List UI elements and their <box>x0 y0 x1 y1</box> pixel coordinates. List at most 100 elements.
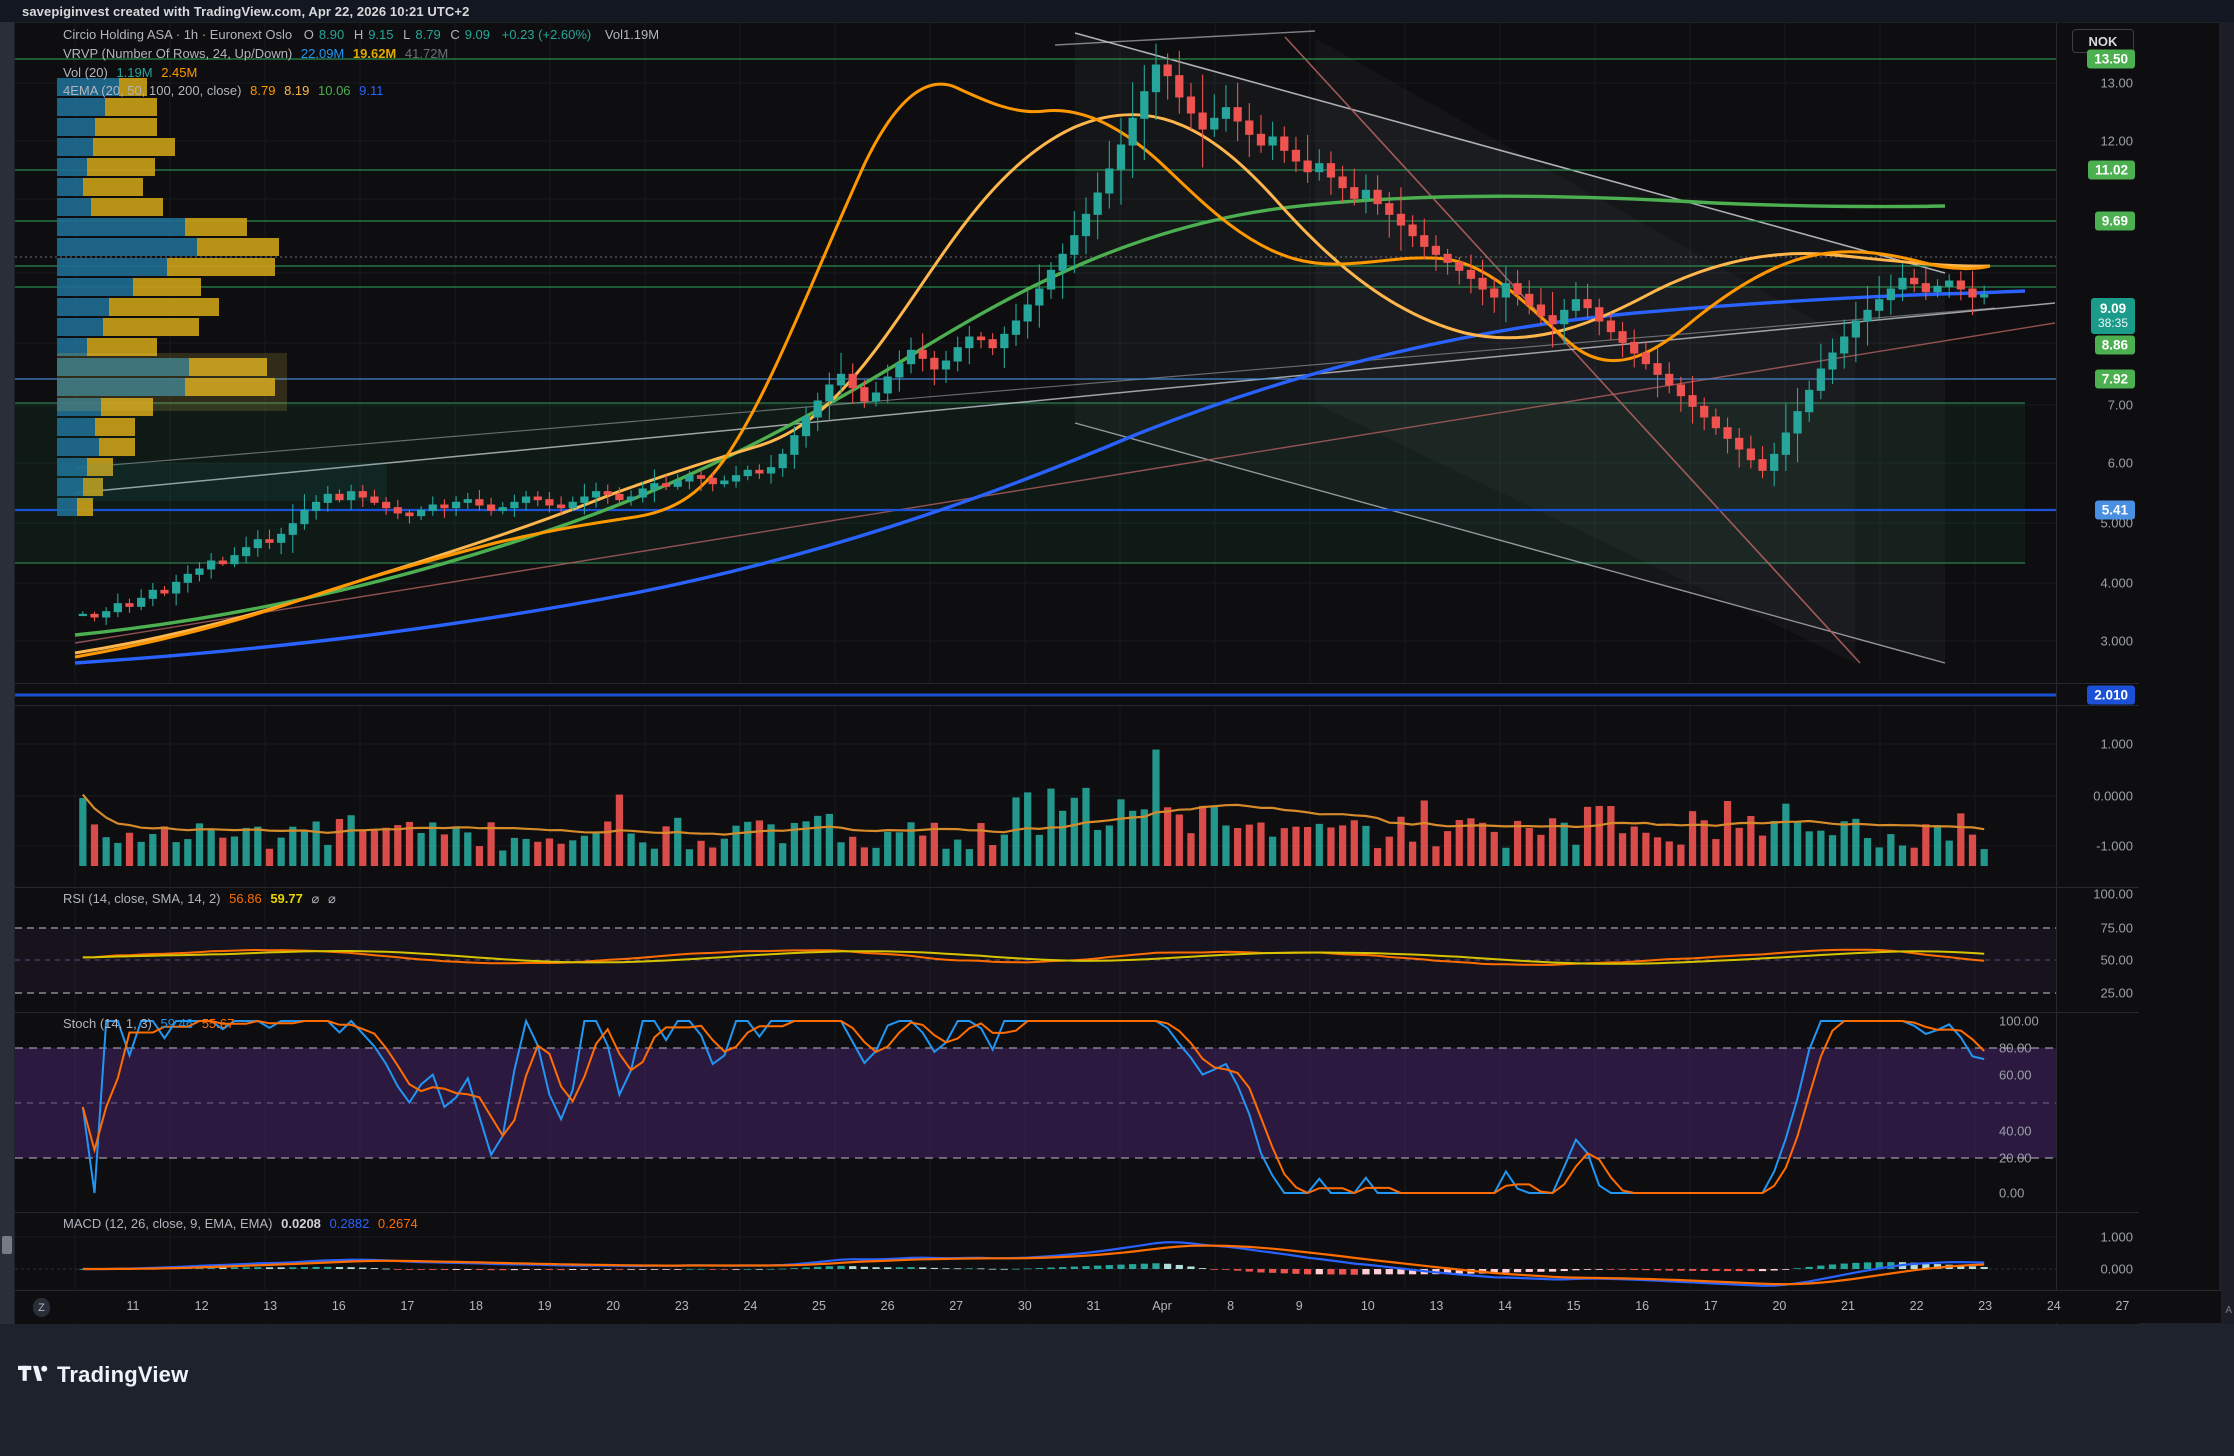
legend-macd-v2: 0.2882 <box>329 1216 370 1231</box>
price-pill-969[interactable]: 9.69 <box>2094 211 2135 231</box>
price-tick: 3.000 <box>2100 633 2133 649</box>
legend-vrvp-v2: 19.62M <box>352 46 397 61</box>
volume-pane[interactable]: 1.000 0.0000 -1.000 <box>15 705 2139 888</box>
legend-main[interactable]: Circio Holding ASA · 1h · Euronext Oslo … <box>63 27 660 42</box>
ema200-line <box>74 289 2026 665</box>
time-axis-tick: 23 <box>674 1299 689 1313</box>
rsi-tick: 25.00 <box>2100 985 2133 1001</box>
last-price-pill[interactable]: 9.09 38:35 <box>2090 298 2135 334</box>
price-pill-1350[interactable]: 13.50 <box>2087 49 2135 69</box>
volume-profile <box>57 78 387 516</box>
time-axis[interactable]: Z 11 12 13 16 17 18 19 20 23 24 25 26 27 30 31 Apr 8 9 10 1… <box>15 1290 2221 1323</box>
volume-tick: 1.000 <box>2100 736 2133 752</box>
time-axis-tick: 16 <box>331 1299 346 1313</box>
chart-container[interactable]: Circio Holding ASA · 1h · Euronext Oslo … <box>14 22 2221 1325</box>
macd-histogram <box>79 1262 1988 1275</box>
left-toolbar-rail[interactable] <box>0 22 14 1324</box>
legend-vrvp-name[interactable]: VRVP (Number Of Rows, 24, Up/Down) <box>63 46 293 61</box>
price-pill-1102[interactable]: 11.02 <box>2087 160 2135 180</box>
legend-ema-v2: 8.19 <box>284 83 310 98</box>
legend-macd[interactable]: MACD (12, 26, close, 9, EMA, EMA) 0.0208… <box>63 1216 418 1231</box>
price-pill-886[interactable]: 8.86 <box>2094 335 2135 355</box>
price-pane[interactable]: Circio Holding ASA · 1h · Euronext Oslo … <box>15 23 2139 683</box>
legend-rsi-v1: 56.86 <box>229 891 262 906</box>
volume-axis[interactable]: 1.000 0.0000 -1.000 <box>2056 706 2139 888</box>
price-pill-2010[interactable]: 2.010 <box>2087 685 2135 705</box>
last-price-value: 9.09 <box>2099 301 2127 316</box>
legend-rsi-v2: 59.77 <box>270 891 303 906</box>
time-axis-tick: 9 <box>1295 1299 1303 1313</box>
legend-vrvp[interactable]: VRVP (Number Of Rows, 24, Up/Down) 22.09… <box>63 46 448 61</box>
macd-signal-line <box>82 1244 1985 1286</box>
legend-open: 8.90 <box>318 27 345 42</box>
watermark-text: savepiginvest created with TradingView.c… <box>22 4 470 19</box>
right-toolbar-rail[interactable]: A <box>2220 22 2234 1324</box>
level-2010-svg <box>15 693 2139 697</box>
rsi-chart-svg <box>15 888 2139 1013</box>
stoch-tick: 80.00 <box>1999 1040 2032 1056</box>
legend-stoch-v2: 55.67 <box>201 1016 235 1031</box>
stoch-pane[interactable]: Stoch (14, 1, 3) 59.46 55.67 100.00 80.0… <box>15 1012 2139 1213</box>
price-axis[interactable]: NOK 13.00 12.00 10.00 7.00 6.00 5.000 4.… <box>2056 23 2139 683</box>
rsi-pane[interactable]: RSI (14, close, SMA, 14, 2) 56.86 59.77 … <box>15 887 2139 1013</box>
legend-exchange: Euronext Oslo <box>209 27 293 42</box>
legend-interval[interactable]: 1h <box>183 27 199 42</box>
legend-stoch-name[interactable]: Stoch (14, 1, 3) <box>63 1016 152 1031</box>
tradingview-mark-icon <box>18 1365 48 1381</box>
volume-bars <box>79 749 1988 866</box>
time-axis-tick: 23 <box>1978 1299 1993 1313</box>
tradingview-wordmark: TradingView <box>57 1362 189 1387</box>
legend-macd-v3: 0.2674 <box>377 1216 418 1231</box>
time-axis-tick: 17 <box>400 1299 415 1313</box>
time-axis-tick: 24 <box>743 1299 758 1313</box>
legend-high: 9.15 <box>368 27 394 42</box>
legend-macd-name[interactable]: MACD (12, 26, close, 9, EMA, EMA) <box>63 1216 273 1231</box>
legend-volume-value: 1.19M <box>622 27 660 42</box>
countdown-timer: 38:35 <box>2097 316 2128 330</box>
time-axis-tick: 26 <box>880 1299 895 1313</box>
stoch-chart-svg <box>15 1013 2139 1213</box>
rail-handle[interactable] <box>2 1236 12 1254</box>
trend-channel <box>1054 30 1946 664</box>
price-pill-792[interactable]: 7.92 <box>2094 369 2135 389</box>
legend-rsi[interactable]: RSI (14, close, SMA, 14, 2) 56.86 59.77 … <box>63 891 336 907</box>
legend-low: 8.79 <box>415 27 441 42</box>
legend-stoch-v1: 59.46 <box>160 1016 194 1031</box>
footer-bar: TradingView <box>0 1324 2234 1456</box>
stoch-tick: 60.00 <box>1999 1067 2032 1083</box>
volume-tick: -1.000 <box>2096 838 2133 854</box>
legend-ema-v4: 9.11 <box>359 83 384 98</box>
volume-chart-svg <box>15 706 2139 888</box>
stoch-axis[interactable]: 100.00 80.00 60.00 40.00 20.00 0.00 <box>1999 1013 2139 1213</box>
legend-rsi-v4: ⌀ <box>327 891 336 906</box>
legend-macd-v1: 0.0208 <box>281 1216 321 1231</box>
legend-symbol[interactable]: Circio Holding ASA <box>63 27 173 42</box>
price-levels <box>15 58 2139 512</box>
time-axis-tick: 19 <box>537 1299 552 1313</box>
legend-ema[interactable]: 4EMA (20, 50, 100, 200, close) 8.79 8.19… <box>63 83 384 98</box>
time-axis-tick: 13 <box>263 1299 278 1313</box>
price-pill-541[interactable]: 5.41 <box>2094 500 2135 520</box>
time-axis-tick: 17 <box>1703 1299 1718 1313</box>
legend-vol[interactable]: Vol (20) 1.19M 2.45M <box>63 65 197 80</box>
legend-ema-name[interactable]: 4EMA (20, 50, 100, 200, close) <box>63 83 242 98</box>
ema20-line <box>74 82 1991 659</box>
legend-rsi-name[interactable]: RSI (14, close, SMA, 14, 2) <box>63 891 221 906</box>
legend-vol-name[interactable]: Vol (20) <box>63 65 108 80</box>
stoch-tick: 100.00 <box>1999 1013 2039 1029</box>
time-axis-tick: 27 <box>949 1299 964 1313</box>
time-axis-tick: 30 <box>1017 1299 1032 1313</box>
watermark-bar: savepiginvest created with TradingView.c… <box>0 0 2234 22</box>
time-axis-tick: 15 <box>1566 1299 1581 1313</box>
time-axis-tick: 22 <box>1909 1299 1924 1313</box>
price-tick: 12.00 <box>2100 133 2133 149</box>
rsi-axis[interactable]: 100.00 75.00 50.00 25.00 <box>2056 888 2139 1013</box>
rsi-ma-line <box>82 950 1985 965</box>
time-axis-tick: 20 <box>606 1299 621 1313</box>
price-tick: 7.00 <box>2107 397 2133 413</box>
ema50-line <box>74 113 1991 655</box>
timezone-badge[interactable]: Z <box>33 1298 50 1317</box>
legend-vrvp-v1: 22.09M <box>300 46 345 61</box>
time-axis-tick: 31 <box>1086 1299 1101 1313</box>
legend-stoch[interactable]: Stoch (14, 1, 3) 59.46 55.67 <box>63 1016 234 1031</box>
